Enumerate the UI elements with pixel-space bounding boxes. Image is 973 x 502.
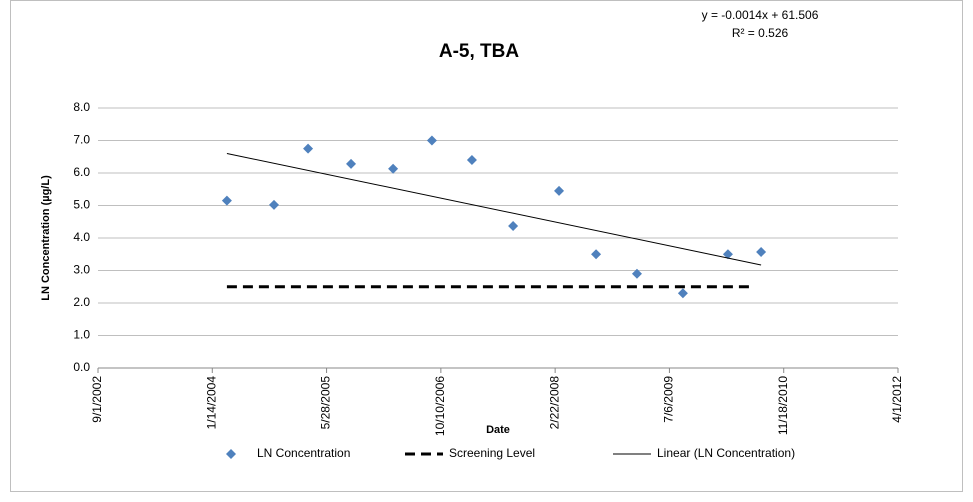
x-tick-label: 5/28/2005 — [319, 376, 333, 430]
data-point — [508, 220, 519, 231]
y-axis-label: LN Concentration (µg/L) — [40, 175, 52, 301]
x-axis-label: Date — [486, 424, 510, 436]
chart-title: A-5, TBA — [439, 41, 520, 62]
x-tick-label: 1/14/2004 — [204, 376, 218, 430]
data-point — [346, 158, 357, 169]
data-point — [554, 185, 565, 196]
legend-label: LN Concentration — [257, 446, 350, 460]
data-point — [756, 246, 767, 257]
legend-marker — [226, 449, 236, 459]
trend-r2: R² = 0.526 — [732, 26, 789, 40]
data-point — [631, 268, 642, 279]
y-tick-label: 7.0 — [73, 133, 90, 147]
y-tick-label: 4.0 — [73, 230, 90, 244]
y-tick-label: 3.0 — [73, 263, 90, 277]
trend-line — [226, 153, 762, 266]
x-tick-label: 4/1/2012 — [890, 376, 904, 423]
y-tick-label: 0.0 — [73, 360, 90, 374]
data-point — [466, 155, 477, 165]
chart-border — [10, 0, 963, 492]
data-point — [221, 195, 232, 206]
data-point — [269, 199, 279, 210]
data-point — [677, 288, 688, 299]
y-tick-label: 6.0 — [73, 165, 90, 179]
x-tick-label: 7/6/2009 — [662, 376, 676, 423]
data-point — [388, 163, 399, 174]
y-tick-label: 2.0 — [73, 295, 90, 309]
x-tick-label: 11/18/2010 — [776, 376, 790, 435]
data-point — [303, 143, 314, 154]
x-tick-label: 2/22/2008 — [547, 376, 561, 430]
y-tick-label: 1.0 — [73, 328, 90, 342]
trend-equation: y = -0.0014x + 61.506 — [702, 8, 819, 22]
data-point — [722, 249, 733, 260]
legend-label: Linear (LN Concentration) — [657, 446, 795, 460]
y-tick-label: 5.0 — [73, 198, 90, 212]
y-tick-label: 8.0 — [73, 100, 90, 114]
x-tick-label: 10/10/2006 — [433, 376, 447, 436]
data-point — [591, 249, 602, 260]
data-point — [426, 135, 437, 146]
x-tick-label: 9/1/2002 — [90, 376, 104, 423]
legend-label: Screening Level — [449, 446, 535, 460]
